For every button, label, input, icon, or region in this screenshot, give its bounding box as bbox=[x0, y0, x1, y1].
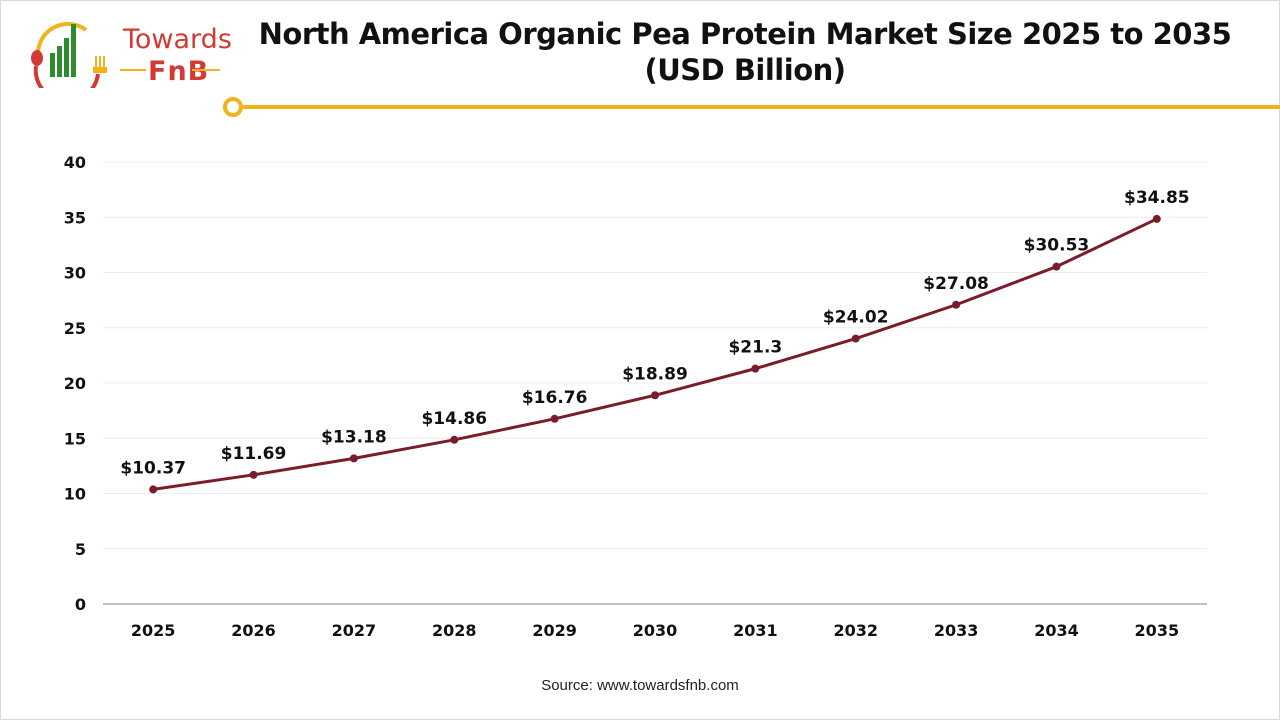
data-point bbox=[1052, 262, 1061, 271]
data-point bbox=[349, 454, 358, 463]
x-tick-label: 2031 bbox=[733, 621, 778, 640]
y-tick-label: 0 bbox=[75, 595, 86, 614]
subtitle-line: (USD Billion) bbox=[644, 53, 846, 87]
logo-text: Towards bbox=[123, 24, 232, 55]
data-label: $34.85 bbox=[1124, 188, 1190, 208]
data-label: $30.53 bbox=[1024, 236, 1090, 256]
x-tick-label: 2033 bbox=[934, 621, 979, 640]
data-point bbox=[651, 391, 659, 400]
y-tick-label: 15 bbox=[64, 429, 86, 448]
y-tick-label: 20 bbox=[64, 374, 86, 393]
data-label: $13.18 bbox=[321, 427, 387, 447]
y-tick-label: 30 bbox=[64, 264, 86, 283]
y-tick-label: 10 bbox=[64, 485, 86, 504]
data-point bbox=[851, 334, 860, 343]
x-tick-label: 2026 bbox=[231, 621, 276, 640]
x-tick-label: 2030 bbox=[633, 621, 678, 640]
data-point bbox=[249, 470, 258, 479]
chart-title: North America Organic Pea Protein Market… bbox=[240, 16, 1250, 88]
data-point bbox=[450, 435, 459, 444]
y-tick-label: 40 bbox=[64, 153, 86, 172]
data-point bbox=[550, 414, 559, 423]
y-tick-label: 25 bbox=[64, 319, 86, 338]
data-label: $21.3 bbox=[728, 338, 782, 358]
source-note: Source: www.towardsfnb.com bbox=[541, 677, 739, 694]
x-tick-label: 2034 bbox=[1034, 621, 1079, 640]
data-point bbox=[1152, 214, 1161, 223]
y-tick-label: 5 bbox=[75, 540, 86, 559]
data-point bbox=[149, 485, 158, 494]
data-label: $18.89 bbox=[622, 364, 688, 384]
series-line bbox=[152, 217, 1158, 491]
y-tick-label: 35 bbox=[64, 208, 86, 227]
logo: Towards FnB bbox=[26, 18, 232, 104]
x-tick-label: 2028 bbox=[432, 621, 477, 640]
x-tick-label: 2035 bbox=[1135, 621, 1180, 640]
data-label: $10.37 bbox=[120, 458, 186, 478]
logo-icon bbox=[31, 22, 107, 104]
logo-lines bbox=[120, 69, 220, 71]
x-tick-label: 2029 bbox=[532, 621, 577, 640]
data-label: $14.86 bbox=[421, 409, 487, 429]
data-label: $27.08 bbox=[923, 274, 989, 294]
x-tick-label: 2032 bbox=[833, 621, 878, 640]
data-point bbox=[751, 364, 760, 373]
data-label: $24.02 bbox=[823, 308, 889, 328]
data-point bbox=[952, 300, 961, 309]
data-label: $11.69 bbox=[221, 444, 287, 464]
x-tick-label: 2025 bbox=[131, 621, 176, 640]
title-line: North America Organic Pea Protein Market… bbox=[258, 17, 1232, 51]
data-label: $16.76 bbox=[522, 388, 588, 408]
logo-subtext: FnB bbox=[148, 56, 210, 87]
x-tick-label: 2027 bbox=[332, 621, 377, 640]
